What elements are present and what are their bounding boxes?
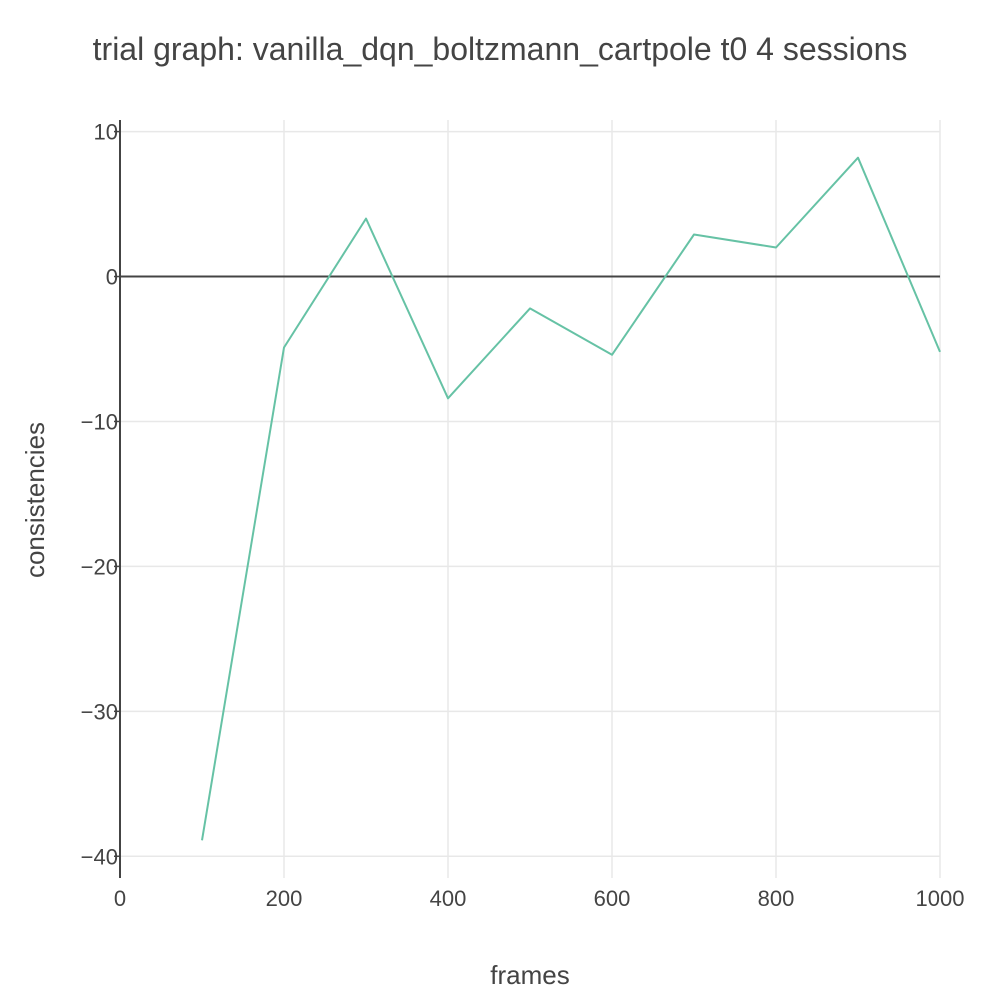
y-tick-label: −40 [81, 844, 118, 869]
y-tick-label: −10 [81, 409, 118, 434]
y-tick-label: −20 [81, 554, 118, 579]
x-tick-label: 0 [114, 886, 126, 911]
x-tick-label: 1000 [916, 886, 965, 911]
x-tick-label: 600 [594, 886, 631, 911]
series-layer [201, 156, 941, 841]
y-tick-label: 10 [94, 120, 118, 145]
series-line [201, 156, 941, 841]
x-tick-label: 800 [758, 886, 795, 911]
gridlines [120, 120, 941, 878]
chart-title: trial graph: vanilla_dqn_boltzmann_cartp… [93, 31, 908, 67]
x-axis-title: frames [490, 960, 569, 990]
tick-labels: 10 0 −10 −20 −30 −40 0 200 400 600 800 1000 [81, 120, 965, 911]
y-tick-label: 0 [106, 265, 118, 290]
x-tick-label: 200 [266, 886, 303, 911]
x-tick-label: 400 [430, 886, 467, 911]
y-axis-title: consistencies [20, 422, 50, 578]
axes [114, 120, 940, 878]
y-tick-label: −30 [81, 699, 118, 724]
